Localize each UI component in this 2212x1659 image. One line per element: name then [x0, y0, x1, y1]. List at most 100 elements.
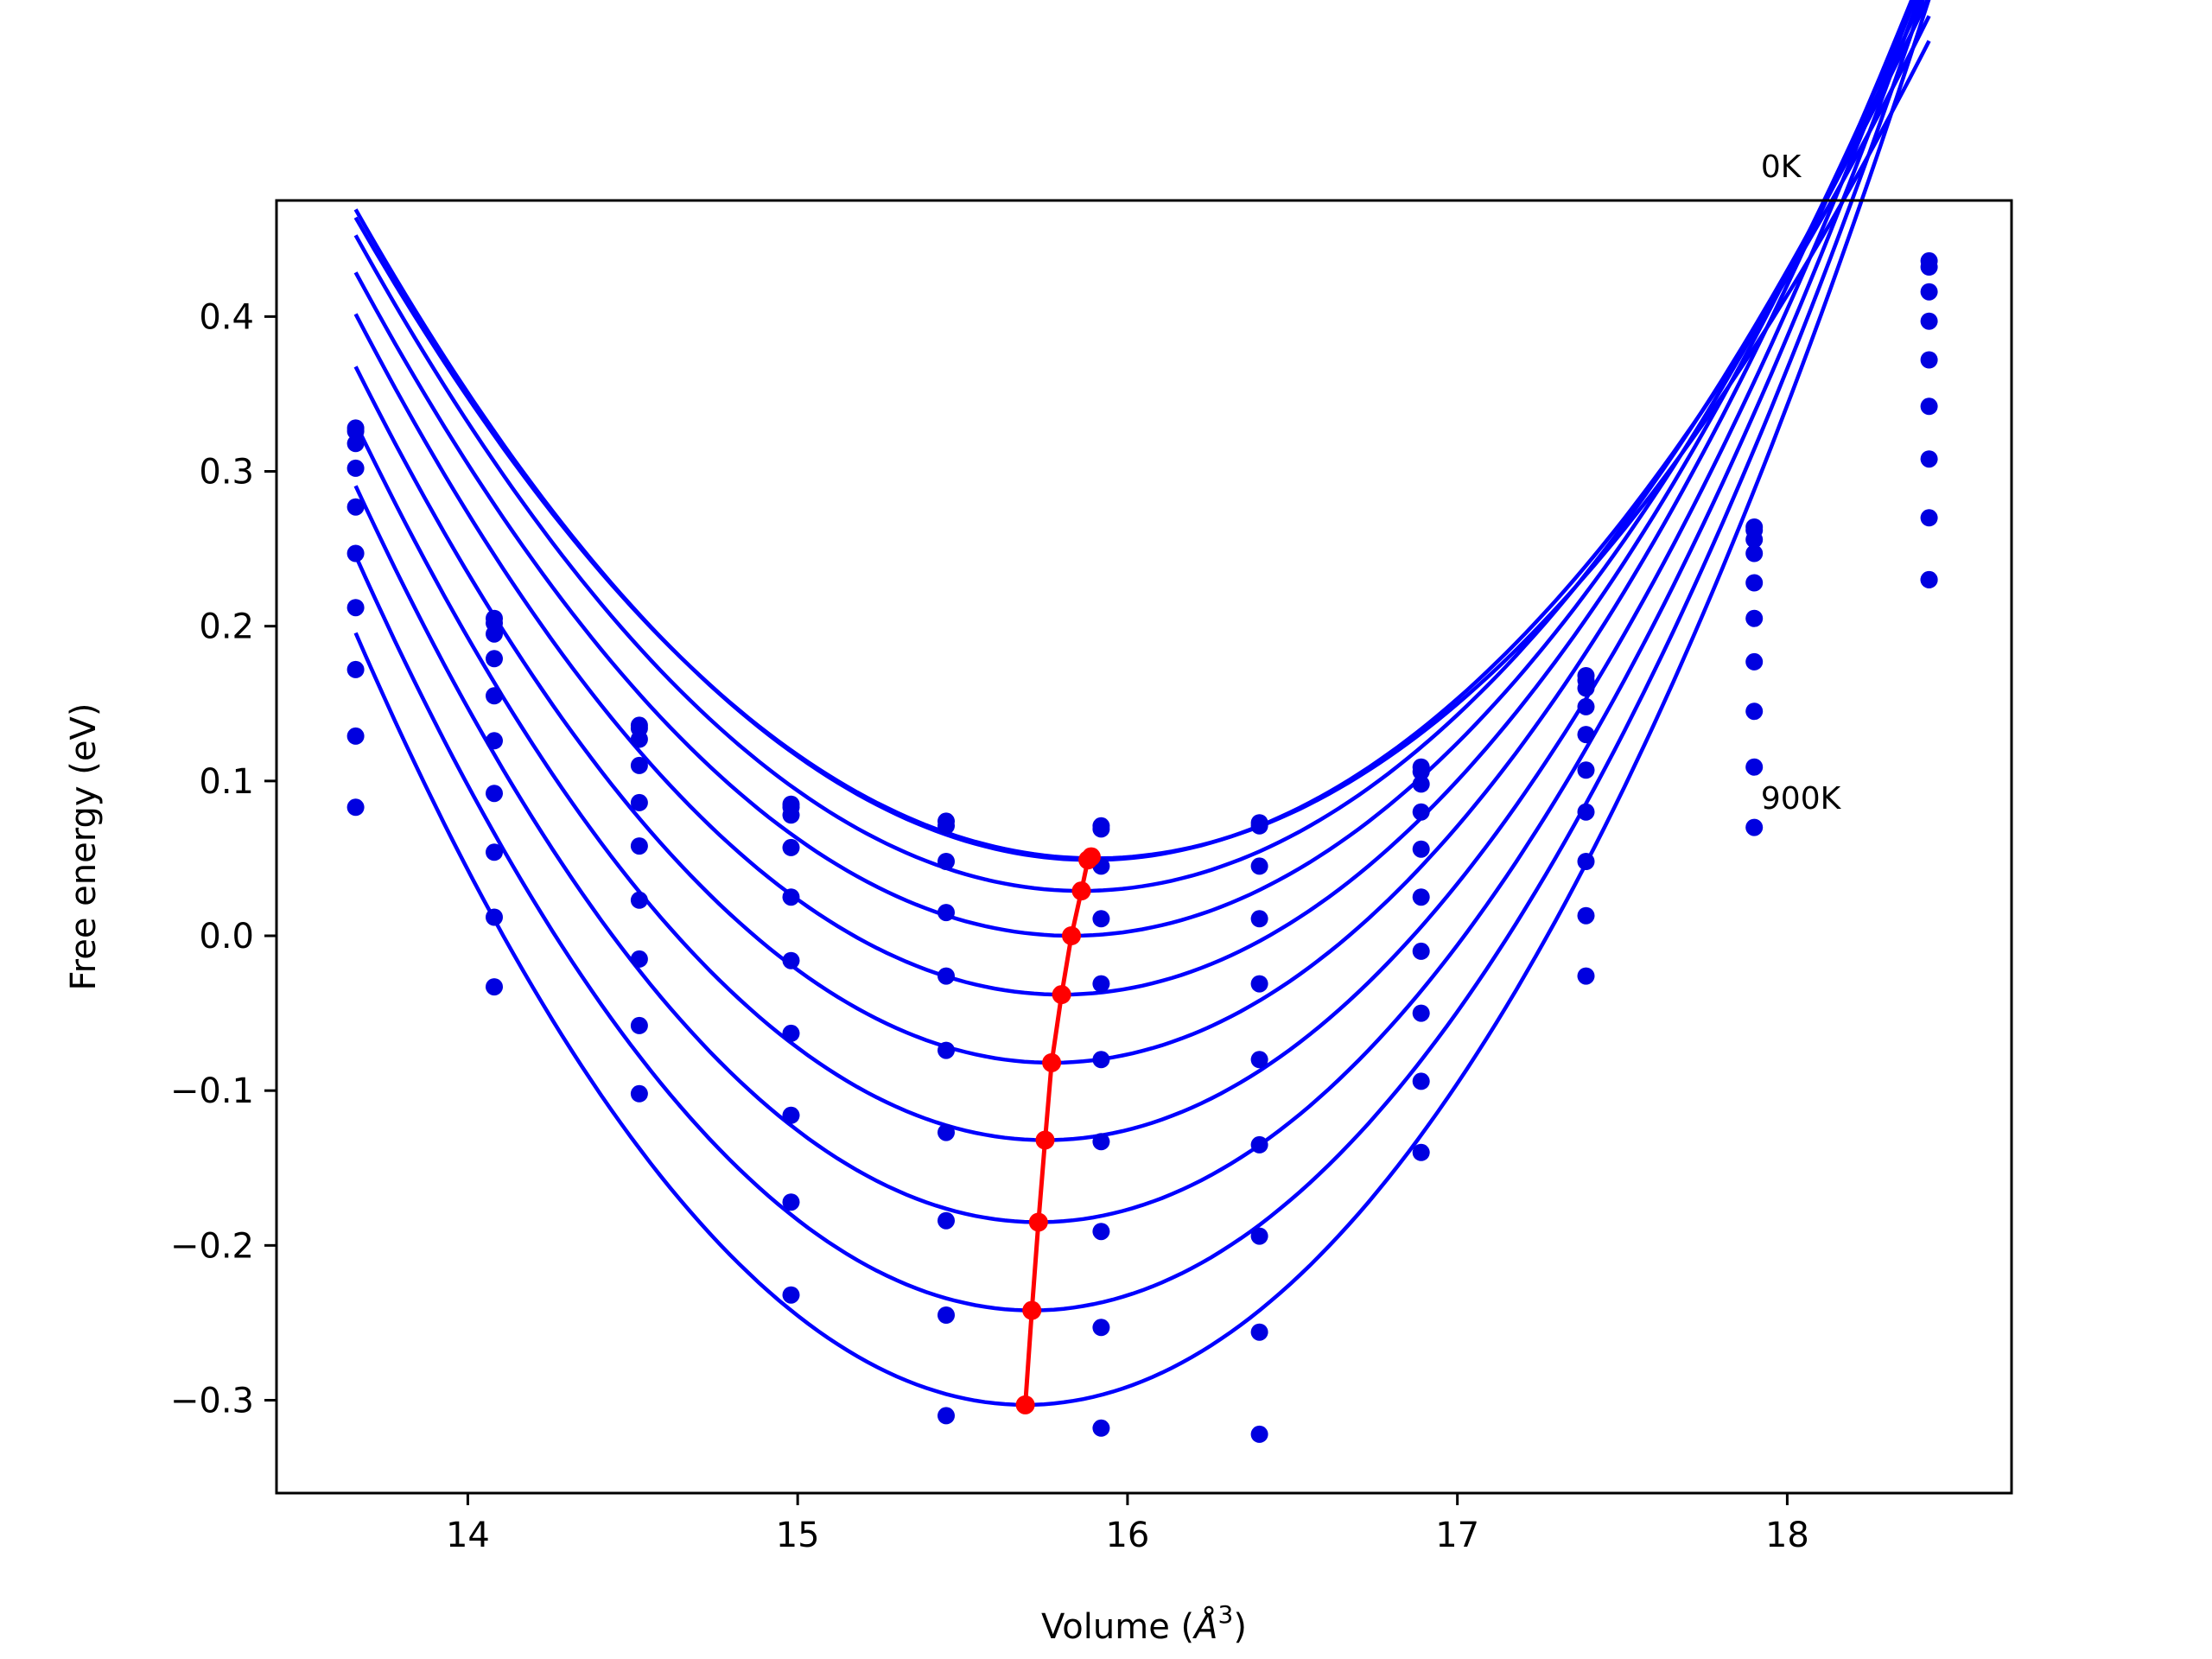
data-point-600K-8 [1577, 803, 1595, 821]
data-point-800K-4 [938, 1306, 955, 1324]
data-point-700K-0 [346, 660, 365, 678]
y-tick-label-−0.3: −0.3 [170, 1382, 254, 1421]
y-tick-label-0.0: 0.0 [199, 917, 254, 957]
minimum-point-7 [1028, 1212, 1048, 1232]
data-point-800K-7 [1412, 1072, 1430, 1090]
data-point-100K-5 [1092, 820, 1110, 838]
data-point-900K-6 [1250, 1425, 1268, 1443]
plot-frame [275, 199, 2013, 1495]
data-point-400K-8 [1577, 726, 1595, 744]
data-point-900K-10 [1920, 570, 1938, 588]
data-point-400K-3 [782, 888, 800, 906]
annotation-0K: 0K [1761, 149, 1802, 185]
data-point-300K-7 [1412, 803, 1430, 821]
fit-curve-500K [353, 0, 1914, 1065]
data-point-600K-4 [938, 1123, 955, 1141]
data-point-200K-10 [1920, 283, 1938, 301]
data-point-300K-9 [1745, 544, 1764, 563]
data-point-500K-10 [1920, 397, 1938, 416]
data-point-200K-6 [1250, 857, 1268, 875]
data-point-300K-2 [630, 756, 648, 774]
data-point-900K-5 [1092, 1419, 1110, 1437]
data-point-800K-6 [1250, 1323, 1268, 1341]
data-point-500K-4 [938, 1041, 955, 1059]
data-point-900K-8 [1577, 967, 1595, 985]
data-point-200K-1 [486, 625, 503, 643]
data-point-600K-9 [1745, 652, 1764, 671]
data-point-200K-0 [346, 435, 365, 453]
y-tick-label-0.3: 0.3 [199, 453, 254, 493]
data-point-200K-2 [630, 730, 648, 748]
data-point-600K-3 [782, 1024, 800, 1042]
x-tick-label-18: 18 [1765, 1516, 1809, 1555]
data-point-400K-9 [1745, 574, 1764, 592]
data-point-900K-7 [1412, 1143, 1430, 1161]
data-point-400K-1 [486, 687, 503, 705]
y-tick-label-0.4: 0.4 [199, 297, 254, 337]
data-point-900K-9 [1745, 818, 1764, 836]
annotations: 0K 900K [1761, 149, 1842, 817]
data-point-100K-0 [346, 423, 365, 440]
minima-line-path [1023, 855, 1093, 1406]
data-point-600K-1 [486, 785, 503, 803]
minimum-point-5 [1042, 1052, 1062, 1072]
fit-curve-300K [353, 0, 1924, 938]
data-point-500K-9 [1745, 609, 1764, 627]
data-point-800K-0 [346, 727, 365, 745]
data-point-200K-7 [1412, 775, 1430, 793]
data-point-700K-2 [630, 950, 648, 968]
data-point-500K-1 [486, 732, 503, 750]
data-point-900K-3 [782, 1286, 800, 1304]
y-tick-label-−0.2: −0.2 [170, 1226, 254, 1266]
data-point-600K-7 [1412, 942, 1430, 960]
data-point-400K-7 [1412, 840, 1430, 858]
data-point-700K-8 [1577, 853, 1595, 870]
data-point-800K-9 [1745, 758, 1764, 776]
minimum-point-4 [1052, 985, 1071, 1005]
data-point-300K-1 [486, 650, 503, 668]
x-tick-label-14: 14 [446, 1516, 490, 1555]
data-point-900K-2 [630, 1084, 648, 1103]
data-point-700K-5 [1092, 1223, 1110, 1241]
fit-curve-200K [353, 0, 1929, 893]
data-point-500K-7 [1412, 888, 1430, 906]
data-point-700K-10 [1920, 509, 1938, 527]
data-point-600K-6 [1250, 1135, 1268, 1154]
data-point-500K-6 [1250, 1051, 1268, 1069]
data-point-800K-5 [1092, 1319, 1110, 1337]
data-point-300K-0 [346, 459, 365, 477]
minimum-point-1 [1078, 850, 1098, 870]
data-point-400K-6 [1250, 975, 1268, 993]
data-point-800K-1 [486, 908, 503, 926]
data-point-800K-2 [630, 1016, 648, 1034]
data-point-900K-4 [938, 1407, 955, 1425]
data-point-700K-4 [938, 1211, 955, 1230]
data-point-300K-4 [938, 904, 955, 922]
data-point-400K-5 [1092, 975, 1110, 993]
data-point-700K-7 [1412, 1004, 1430, 1022]
y-axis-label: Free energy (eV) [64, 703, 104, 991]
fit-curve-900K [353, 0, 1931, 1408]
data-point-900K-0 [346, 798, 365, 817]
data-point-700K-6 [1250, 1227, 1268, 1245]
minimum-point-3 [1062, 926, 1081, 945]
data-point-500K-8 [1577, 761, 1595, 779]
minimum-point-2 [1071, 881, 1091, 901]
fit-curve-400K [353, 0, 1917, 997]
minimum-point-8 [1022, 1300, 1042, 1320]
data-point-200K-8 [1577, 679, 1595, 697]
data-point-200K-4 [938, 853, 955, 870]
data-point-200K-9 [1745, 531, 1764, 549]
y-tick-label-−0.1: −0.1 [170, 1071, 254, 1111]
data-point-500K-2 [630, 837, 648, 855]
data-point-300K-10 [1920, 312, 1938, 330]
data-point-300K-3 [782, 838, 800, 856]
x-tick-label-17: 17 [1435, 1516, 1479, 1555]
data-point-700K-3 [782, 1106, 800, 1124]
x-tick-label-15: 15 [776, 1516, 820, 1555]
data-point-100K-10 [1920, 258, 1938, 276]
data-point-600K-2 [630, 891, 648, 909]
fit-curves [353, 0, 1931, 1408]
minimum-point-9 [1015, 1395, 1035, 1414]
data-point-200K-3 [782, 806, 800, 824]
